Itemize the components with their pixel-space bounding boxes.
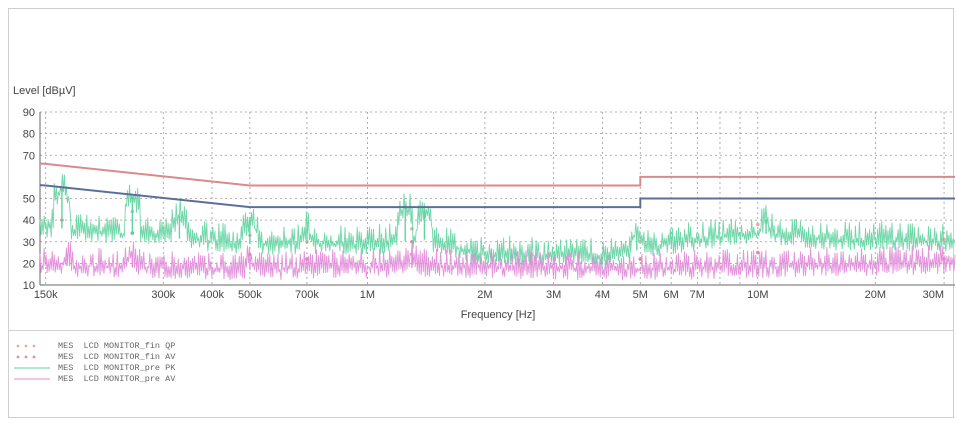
legend-swatch <box>12 364 52 372</box>
legend-marker <box>24 355 28 358</box>
legend-swatch <box>12 342 52 350</box>
legend-item: MES LCD MONITOR_fin QP <box>12 340 412 351</box>
legend-swatch <box>12 353 52 361</box>
y-tick-label: 70 <box>23 150 35 162</box>
series-3 <box>39 174 956 267</box>
legend-swatch <box>12 375 52 383</box>
y-tick-label: 50 <box>23 194 35 206</box>
x-tick-label: 1M <box>360 289 375 301</box>
legend: MES LCD MONITOR_fin QP MES LCD MONITOR_fi… <box>12 340 412 384</box>
y-tick-label: 20 <box>23 258 35 270</box>
legend-label: MES LCD MONITOR_fin QP <box>58 340 176 351</box>
x-tick-label: 7M <box>690 289 705 301</box>
x-tick-labels: 150k 300k 400k 500k 700k 1M 2M 3M 4M 5M 6M 7M 10M 20M… <box>34 289 944 301</box>
legend-label: MES LCD MONITOR_fin AV <box>58 351 176 362</box>
legend-divider <box>8 330 954 331</box>
chart-frame <box>8 8 954 418</box>
series-layer <box>39 174 956 281</box>
x-tick-label: 20M <box>865 289 886 301</box>
y-tick-label: 30 <box>23 237 35 249</box>
limit-line-1 <box>39 162 955 187</box>
x-axis-label: Frequency [Hz] <box>461 309 536 321</box>
y-tick-label: 10 <box>23 280 35 292</box>
y-tick-labels: 10 20 30 40 50 70 80 90 <box>23 107 35 292</box>
series-point <box>755 250 760 255</box>
series-point <box>942 237 946 242</box>
y-axis-label: Level [dBµV] <box>13 85 76 97</box>
legend-item: MES LCD MONITOR_pre PK <box>12 362 412 373</box>
x-tick-label: 2M <box>477 289 492 301</box>
y-tick-label: 90 <box>23 107 35 119</box>
legend-marker <box>24 344 28 347</box>
legend-marker <box>32 355 36 358</box>
x-tick-label: 5M <box>633 289 648 301</box>
emission-chart: 10 20 30 40 50 70 80 90 150k 300k 400k 500k 700k 1M 2… <box>13 85 956 321</box>
legend-marker <box>16 355 20 358</box>
x-tick-label: 700k <box>295 289 319 301</box>
x-tick-label: 150k <box>34 289 58 301</box>
y-tick-label: 40 <box>23 215 35 227</box>
limit-line-2 <box>39 184 955 209</box>
legend-item: MES LCD MONITOR_pre AV <box>12 373 412 384</box>
x-tick-label: 3M <box>546 289 561 301</box>
legend-label: MES LCD MONITOR_pre AV <box>58 373 176 384</box>
series-point <box>755 222 760 227</box>
x-tick-label: 30M <box>923 289 944 301</box>
legend-marker <box>32 344 36 347</box>
x-tick-label: 500k <box>238 289 262 301</box>
x-tick-label: 4M <box>595 289 610 301</box>
legend-item: MES LCD MONITOR_fin AV <box>12 351 412 362</box>
series-trace <box>39 241 956 281</box>
series-point <box>410 226 414 231</box>
x-tick-label: 10M <box>747 289 768 301</box>
y-tick-label: 80 <box>23 129 35 141</box>
series-4 <box>39 241 956 281</box>
x-tick-label: 300k <box>151 289 175 301</box>
legend-marker <box>16 344 20 347</box>
x-tick-label: 400k <box>200 289 224 301</box>
x-tick-label: 6M <box>664 289 679 301</box>
series-trace <box>39 174 956 267</box>
limit-lines <box>39 162 955 209</box>
legend-label: MES LCD MONITOR_pre PK <box>58 362 176 373</box>
